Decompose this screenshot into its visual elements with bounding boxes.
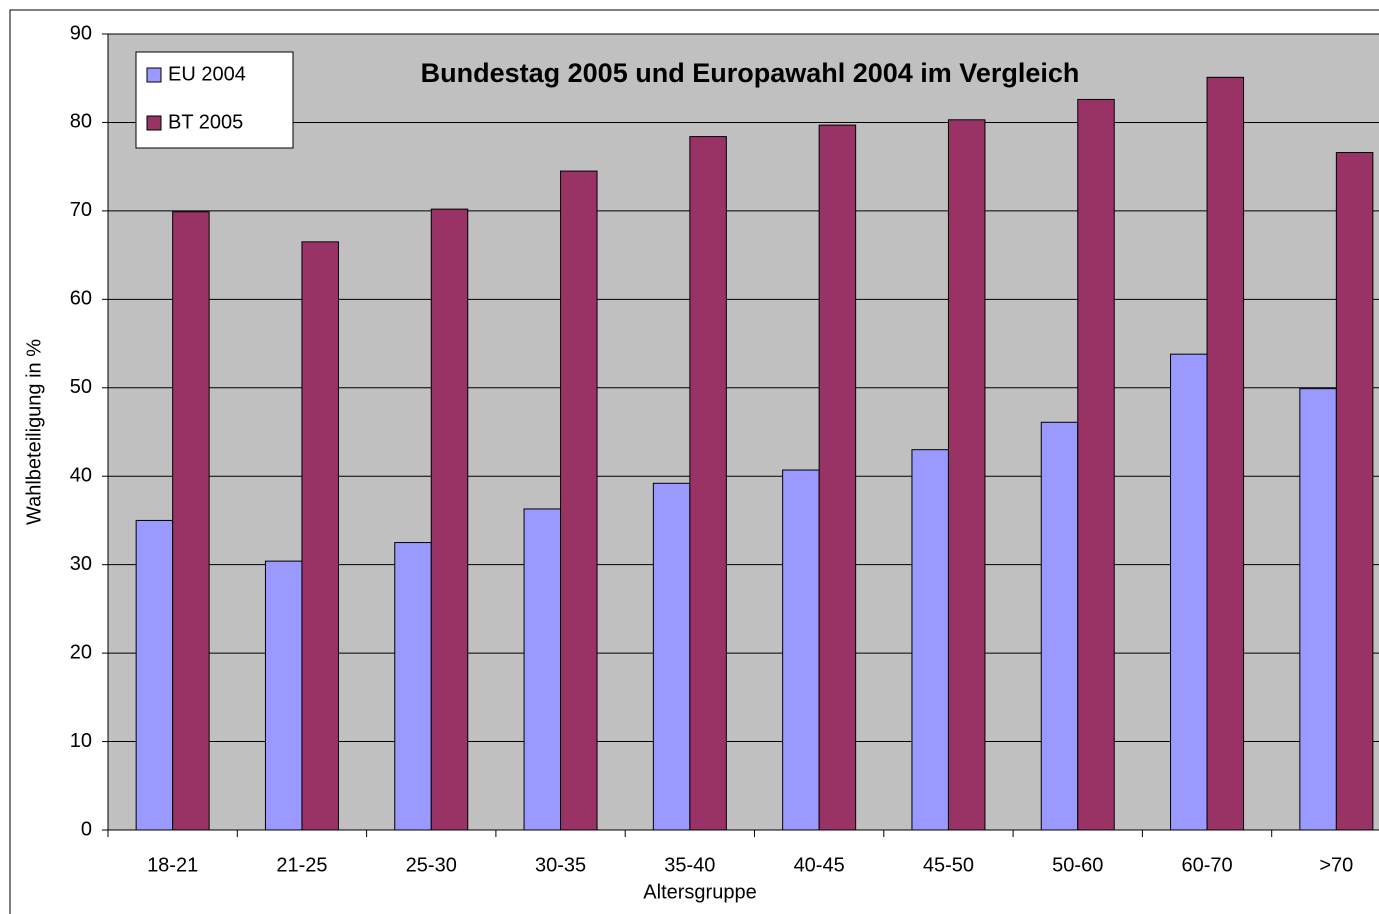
- bar: [947, 119, 986, 831]
- bar: [1077, 98, 1115, 831]
- bar: [1335, 152, 1374, 831]
- y-tick-label: 80: [70, 111, 92, 133]
- bar: [135, 519, 174, 831]
- bar: [430, 208, 469, 831]
- bar: [1040, 421, 1079, 831]
- y-tick-label: 0: [81, 818, 92, 840]
- x-tick-label: 60-70: [1181, 854, 1232, 876]
- bar: [818, 124, 857, 831]
- y-tick-label: 70: [70, 199, 92, 221]
- chart-title: Bundestag 2005 und Europawahl 2004 im Ve…: [421, 58, 1080, 88]
- y-tick-label: 50: [70, 376, 92, 398]
- y-tick-label: 10: [70, 730, 92, 752]
- x-tick-label: 25-30: [406, 854, 457, 876]
- x-tick-label: 45-50: [923, 854, 974, 876]
- bar: [1299, 388, 1337, 831]
- legend-box: [135, 51, 294, 149]
- bar: [301, 241, 339, 831]
- x-tick-label: 40-45: [794, 854, 845, 876]
- bar: [523, 508, 562, 831]
- x-tick-label: 30-35: [535, 854, 586, 876]
- bar: [911, 449, 949, 831]
- legend-swatch: [146, 67, 162, 83]
- x-tick-label: 35-40: [664, 854, 715, 876]
- y-tick-label: 20: [70, 641, 92, 663]
- bar: [1206, 76, 1245, 831]
- legend-swatch: [146, 115, 162, 131]
- bar: [652, 482, 691, 831]
- x-tick-label: 50-60: [1052, 854, 1103, 876]
- y-tick-label: 30: [70, 553, 92, 575]
- bar: [689, 136, 727, 831]
- legend-label: EU 2004: [168, 63, 246, 85]
- bar: [264, 560, 303, 831]
- y-tick-label: 90: [70, 22, 92, 44]
- bar: [394, 542, 432, 831]
- bar: [560, 170, 598, 831]
- x-tick-label: 21-25: [276, 854, 327, 876]
- bar: [782, 469, 820, 831]
- y-axis-title: Wahlbeteiligung in %: [23, 339, 45, 525]
- x-axis-title: Altersgruppe: [643, 881, 756, 903]
- legend-label: BT 2005: [168, 111, 243, 133]
- x-tick-label: >70: [1319, 854, 1353, 876]
- bar: [172, 211, 210, 831]
- y-tick-label: 60: [70, 288, 92, 310]
- x-tick-label: 18-21: [147, 854, 198, 876]
- y-tick-label: 40: [70, 465, 92, 487]
- bar: [1170, 353, 1208, 831]
